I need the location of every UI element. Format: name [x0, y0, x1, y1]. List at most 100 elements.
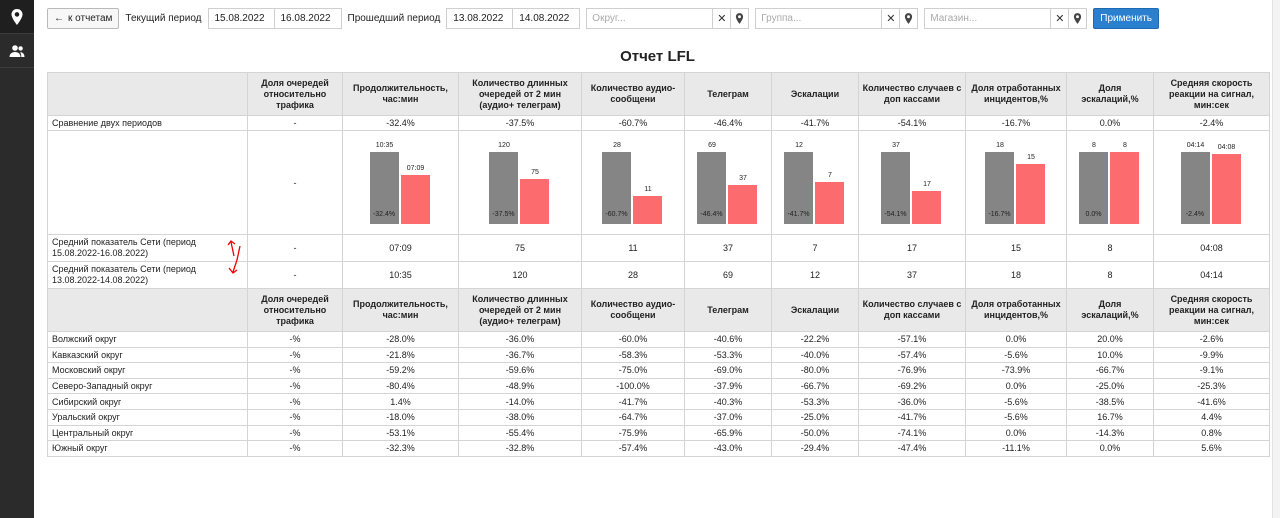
column-header[interactable]: Количество аудио-сообщени: [581, 288, 685, 332]
current-period-bar: [520, 179, 549, 224]
table-cell: -41.6%: [1153, 393, 1270, 410]
table-cell: -: [247, 115, 343, 131]
previous-value-label: 18: [996, 142, 1004, 149]
column-header[interactable]: Доля отработанных инцидентов,%: [965, 72, 1067, 116]
store-pin-icon[interactable]: [1069, 7, 1088, 29]
district-pin-icon[interactable]: [731, 7, 750, 29]
users-icon[interactable]: [0, 34, 34, 68]
column-header[interactable]: Количество аудио-сообщени: [581, 72, 685, 116]
bar-chart: 120 75 -37.5%: [459, 134, 581, 234]
table-cell: 8: [1066, 261, 1154, 289]
table-cell: -: [247, 261, 343, 289]
column-header[interactable]: Средняя скорость реакции на сигнал, мин:…: [1153, 72, 1270, 116]
table-cell: 07:09: [342, 234, 459, 262]
column-header[interactable]: Доля эскалаций,%: [1066, 288, 1154, 332]
district-select[interactable]: Округ...: [586, 7, 714, 29]
previous-period-bar: [602, 152, 631, 224]
column-header[interactable]: Количество длинных очередей от 2 мин (ау…: [458, 288, 582, 332]
clear-group-icon[interactable]: ✕: [882, 7, 901, 29]
previous-from-date[interactable]: 13.08.2022: [446, 7, 514, 29]
district-name: Волжский округ: [47, 331, 248, 348]
chart-cell: 28 11 -60.7%: [581, 130, 685, 235]
column-header[interactable]: Доля эскалаций,%: [1066, 72, 1154, 116]
table-cell: -47.4%: [858, 440, 966, 457]
filter-toolbar: ← к отчетам Текущий период 15.08.2022 16…: [47, 7, 1159, 29]
table-cell: -41.7%: [581, 393, 685, 410]
district-row[interactable]: Сибирский округ -% 1.4% -14.0% -41.7% -40.3% -…: [47, 393, 1270, 410]
district-row[interactable]: Северо-Западный округ -% -80.4% -48.9% -100.…: [47, 377, 1270, 395]
current-value-label: 17: [923, 180, 931, 188]
bar-chart: 12 7 -41.7%: [772, 134, 858, 234]
table-cell: -38.5%: [1066, 393, 1154, 410]
table-cell: -5.6%: [965, 346, 1067, 364]
column-header[interactable]: Количество случаев с доп кассами: [858, 72, 966, 116]
column-header[interactable]: Продолжительность, час:мин: [342, 72, 459, 116]
table-cell: -41.7%: [771, 115, 859, 131]
district-name: Центральный округ: [47, 424, 248, 442]
table-cell: -57.4%: [581, 440, 685, 457]
column-header[interactable]: Эскалации: [771, 72, 859, 116]
current-period-bar: [400, 175, 430, 224]
table-cell: -60.0%: [581, 331, 685, 348]
district-row[interactable]: Волжский округ -% -28.0% -36.0% -60.0% -40.6%…: [47, 331, 1270, 348]
column-header[interactable]: Доля очередей относительно трафика: [247, 288, 343, 332]
table-cell: -25.3%: [1153, 377, 1270, 395]
current-to-date[interactable]: 16.08.2022: [274, 7, 342, 29]
table-cell: 5.6%: [1153, 440, 1270, 457]
change-label: -16.7%: [988, 211, 1011, 218]
bar-chart: 10:35 07:09 -32.4%: [343, 134, 458, 234]
map-pin-icon[interactable]: [0, 0, 34, 34]
store-select[interactable]: Магазин...: [924, 7, 1052, 29]
column-header[interactable]: Продолжительность, час:мин: [342, 288, 459, 332]
table-cell: -64.7%: [581, 408, 685, 426]
column-header[interactable]: Количество случаев с доп кассами: [858, 288, 966, 332]
chart-cell: 69 37 -46.4%: [684, 130, 772, 235]
change-label: -41.7%: [787, 211, 810, 218]
change-label: -32.4%: [372, 211, 396, 218]
lfl-report-table: Доля очередей относительно трафика Продол…: [47, 72, 1270, 457]
district-name: Северо-Западный округ: [47, 377, 248, 395]
back-to-reports-button[interactable]: ← к отчетам: [47, 7, 120, 29]
previous-value-label: 28: [613, 142, 621, 149]
current-from-date[interactable]: 15.08.2022: [207, 7, 275, 29]
group-pin-icon[interactable]: [900, 7, 919, 29]
column-header[interactable]: Средняя скорость реакции на сигнал, мин:…: [1153, 288, 1270, 332]
column-header[interactable]: Количество длинных очередей от 2 мин (ау…: [458, 72, 582, 116]
clear-district-icon[interactable]: ✕: [713, 7, 732, 29]
table-cell: 10:35: [342, 261, 459, 289]
current-period-bar: [1016, 164, 1045, 224]
clear-store-icon[interactable]: ✕: [1051, 7, 1070, 29]
previous-to-date[interactable]: 14.08.2022: [513, 7, 581, 29]
table-row: Средний показатель Сети (период 13.08.20…: [47, 261, 1270, 289]
column-header[interactable]: Телеграм: [684, 288, 772, 332]
table-cell: 0.0%: [965, 331, 1067, 348]
district-row[interactable]: Кавказский округ -% -21.8% -36.7% -58.3% -53.…: [47, 346, 1270, 364]
previous-value-label: 120: [498, 142, 510, 149]
district-row[interactable]: Центральный округ -% -53.1% -55.4% -75.9% -65…: [47, 424, 1270, 442]
apply-button[interactable]: Применить: [1093, 7, 1159, 29]
row-label: Сравнение двух периодов: [47, 115, 248, 131]
previous-period-bar: [1079, 152, 1108, 224]
scrollbar[interactable]: [1272, 0, 1280, 518]
column-header[interactable]: Доля очередей относительно трафика: [247, 72, 343, 116]
district-row[interactable]: Южный округ -% -32.3% -32.8% -57.4% -43.0% -29…: [47, 440, 1270, 457]
column-header[interactable]: Эскалации: [771, 288, 859, 332]
table-cell: -46.4%: [684, 115, 772, 131]
table-cell: -%: [247, 331, 343, 348]
table-cell: -80.0%: [771, 362, 859, 379]
district-row[interactable]: Уральский округ -% -18.0% -38.0% -64.7% -37.0…: [47, 408, 1270, 426]
table-cell: -14.3%: [1066, 424, 1154, 442]
table-cell: 04:14: [1153, 261, 1270, 289]
column-header[interactable]: Доля отработанных инцидентов,%: [965, 288, 1067, 332]
table-cell: -37.9%: [684, 377, 772, 395]
change-label: -54.1%: [884, 211, 907, 218]
district-row[interactable]: Московский округ -% -59.2% -59.6% -75.0% -69.…: [47, 362, 1270, 379]
current-period-bar: [633, 195, 662, 224]
current-value-label: 7: [828, 172, 832, 179]
column-header[interactable]: Телеграм: [684, 72, 772, 116]
table-cell: -9.9%: [1153, 346, 1270, 364]
previous-period-bar: [489, 152, 518, 224]
group-select[interactable]: Группа...: [755, 7, 883, 29]
table-cell: 11: [581, 234, 685, 262]
chart-cell: 10:35 07:09 -32.4%: [342, 130, 459, 235]
